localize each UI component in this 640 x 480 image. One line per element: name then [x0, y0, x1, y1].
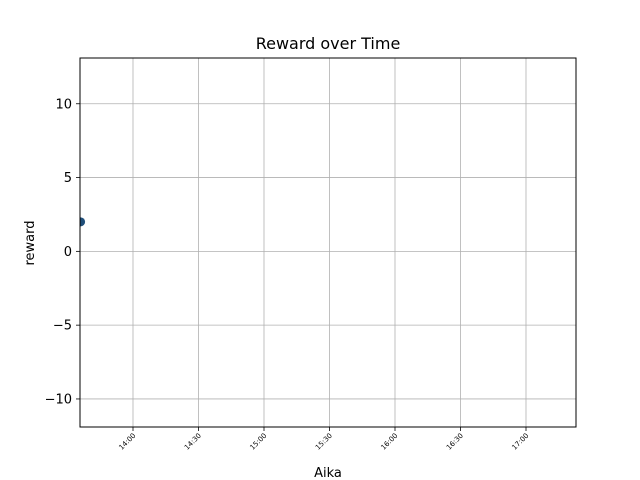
plot-area-frame: [79, 57, 577, 428]
y-tick-label: 5: [64, 171, 72, 186]
y-tick-label: 0: [64, 245, 72, 260]
y-axis-label: reward: [23, 220, 38, 265]
chart-title: Reward over Time: [256, 34, 401, 53]
y-tick-label: −10: [45, 392, 72, 407]
grid-lines: [80, 58, 576, 427]
data-point: [80, 217, 86, 227]
data-points: [80, 217, 86, 227]
y-tick-label: −5: [53, 319, 72, 334]
x-axis-label: Aika: [314, 466, 342, 480]
y-axis-ticks: −10 −5 0 5 10: [45, 97, 80, 407]
y-tick-label: 10: [55, 97, 72, 112]
